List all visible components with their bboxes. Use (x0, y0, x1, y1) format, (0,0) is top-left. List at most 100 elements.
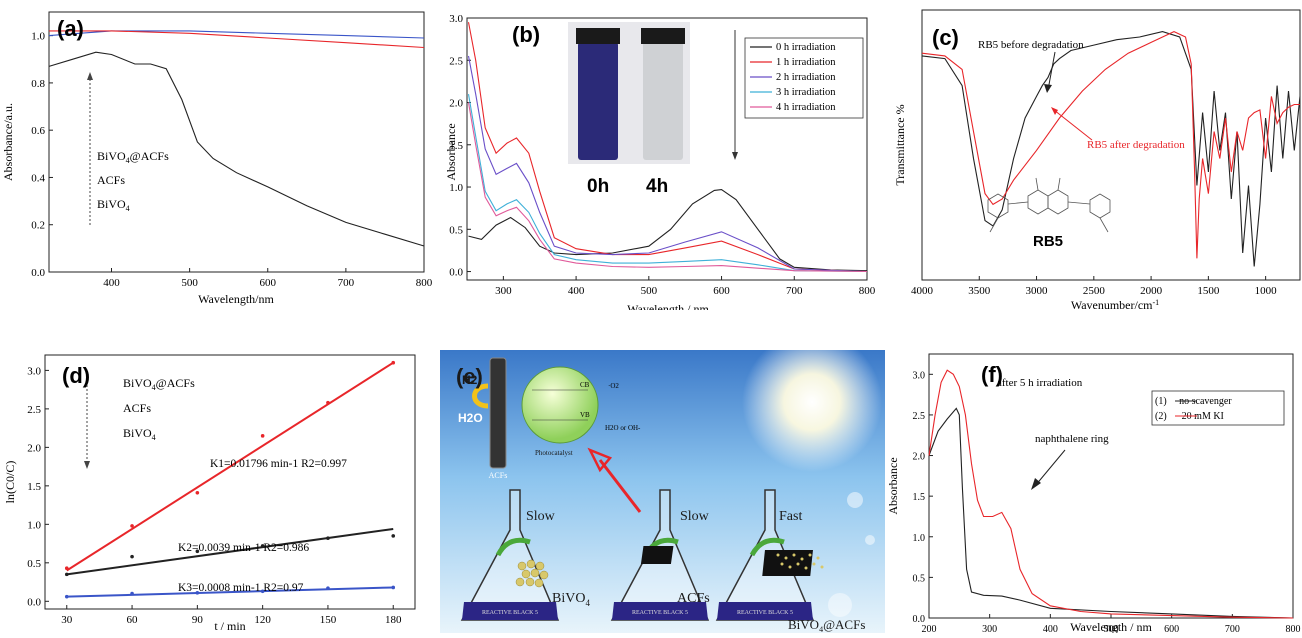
annotation-irradiation: after 5 h irradiation (997, 377, 1083, 389)
h2o-oh-label: H2O or OH- (605, 424, 641, 432)
legend-item: 3 h irradiation (776, 87, 836, 98)
acf-rod (489, 357, 507, 469)
legend-item-acfs: ACFs (123, 401, 151, 415)
light-arrowhead (587, 447, 613, 473)
legend-item-bivo4-acfs: BiVO4@ACFs (123, 376, 195, 392)
legend-item-bivo4: BiVO4 (97, 197, 130, 213)
panel-label: (d) (62, 363, 90, 388)
series-bivo4-point (64, 594, 69, 599)
y-tick-label: 2.0 (27, 442, 41, 454)
annotation-before-arrow (1047, 51, 1056, 91)
chart-d: 30 60 90 120 150 180 0.0 0.5 1.0 1.5 2.0 2.5 3.0 (d)… (3, 354, 416, 633)
x-tick-label: 90 (192, 614, 204, 626)
series-bivo4-line (48, 51, 425, 247)
bivo4-particles (515, 559, 549, 588)
x-tick-label: 700 (1225, 624, 1240, 633)
light-arrow (598, 459, 642, 513)
series-rb5-before-degradation-line (921, 31, 1301, 267)
series-4-h-irradiation-line (467, 102, 868, 273)
panel-f: 200 300 400 500 600 700 800 0.0 0.5 1.0 1.5 2.0 2.5 3… (885, 350, 1302, 635)
series-bivo4-point (260, 589, 265, 594)
flask-1-label: REACTIVE BLACK 5 (482, 610, 538, 616)
annotation-arrowhead (1031, 478, 1041, 490)
panel-c: 4000 3500 3000 2500 2000 1500 1000 (c) RB5 bef… (880, 0, 1302, 315)
series-bivo4-point (195, 591, 200, 595)
y-tick-label: 1.5 (27, 481, 41, 493)
y-tick-label: 3.0 (449, 13, 463, 25)
plot-frame (48, 11, 425, 273)
x-tick-label: 3000 (1026, 285, 1049, 297)
bubble (828, 593, 852, 617)
plot-frame (466, 17, 868, 281)
x-tick-label: 2500 (1083, 285, 1106, 297)
y-tick-label: 0.0 (31, 267, 45, 279)
equation-k2: K2=0.0039 min-1 R2=0.986 (178, 542, 309, 554)
x-tick-label: 700 (786, 285, 803, 297)
y-tick-label: 2.0 (449, 98, 463, 110)
speed-label-3: Fast (779, 509, 802, 524)
series-acfs-point (195, 549, 200, 554)
series-1-h-irradiation-line (467, 22, 868, 273)
x-tick-label: 500 (1104, 624, 1119, 633)
x-tick-label: 300 (495, 285, 512, 297)
legend-item: 2 h irradiation (776, 72, 836, 83)
photo-label-4h: 4h (646, 176, 668, 197)
y-tick-label: 1.0 (449, 182, 463, 194)
series-acfs-point (130, 554, 134, 559)
series-0-h-irradiation-line (468, 189, 868, 272)
equation-k3: K3=0.0008 min-1 R2=0.97 (178, 582, 304, 594)
bubble (865, 535, 875, 545)
series-3-h-irradiation-line (467, 94, 868, 273)
x-tick-label: 500 (181, 277, 198, 289)
x-tick-label: 600 (260, 277, 277, 289)
annotation-after-arrow (1053, 109, 1093, 141)
series-20-mm-ki-line (928, 369, 1294, 619)
x-tick-label: 150 (320, 614, 337, 626)
material-label-1: BiVO4 (552, 591, 590, 608)
series-acfs-line (49, 30, 425, 49)
x-tick-label: 2000 (1140, 285, 1163, 297)
h2o-label: H2O (458, 411, 483, 425)
series-bivo4-fit-line (66, 586, 394, 598)
y-tick-label: 2.5 (913, 411, 926, 422)
panel-a: 400 500 600 700 800 0.0 0.2 0.4 0.6 0.8 1.0 (a) Wa… (0, 0, 440, 310)
panel-label: (f) (981, 362, 1003, 387)
legend-box (1151, 390, 1285, 426)
x-tick-label: 1000 (1255, 285, 1278, 297)
time-arrowhead (732, 152, 738, 160)
series-bivo4-acfs-fit-line (66, 361, 394, 572)
series-bivo4-acfs-point (130, 524, 134, 528)
panel-b: 300 400 500 600 700 800 0.0 0.5 1.0 1.5 2.0 2.5 3.0 … (440, 0, 880, 316)
series-bivo4-acfs-point (260, 434, 265, 438)
y-tick-label: 1.5 (913, 492, 926, 503)
series-acfs-point (64, 572, 69, 577)
photo-label-0h: 0h (587, 176, 609, 197)
annotation-naphthalene: naphthalene ring (1035, 433, 1109, 445)
x-tick-label: 400 (1043, 624, 1058, 633)
y-axis-label: Absorbance (886, 457, 900, 514)
x-tick-label: 600 (1164, 624, 1179, 633)
yellow-cycle-arrow (472, 383, 489, 409)
legend-item: 4 h irradiation (776, 102, 836, 113)
legend-item-bivo4: BiVO4 (123, 426, 156, 442)
vial-photo (568, 22, 690, 164)
x-tick-label: 120 (254, 614, 271, 626)
panel-d: 30 60 90 120 150 180 0.0 0.5 1.0 1.5 2.0 2.5 3.0 (d)… (0, 345, 440, 633)
y-tick-label: 0.0 (449, 267, 463, 279)
scheme-e: ACFs H2 H2O CB VB Photocatalyst ·O2 H2O … (440, 350, 885, 633)
x-tick-label: 200 (922, 624, 937, 633)
cb-label: CB (580, 381, 590, 389)
chart-f: 200 300 400 500 600 700 800 0.0 0.5 1.0 1.5 2.0 2.5 3… (886, 353, 1301, 635)
green-arrow-1 (495, 537, 531, 557)
chart-c: 4000 3500 3000 2500 2000 1500 1000 (c) RB5 bef… (893, 9, 1301, 312)
series-bivo4-acfs-line (48, 30, 425, 39)
y-axis-label: Absorbance/a.u. (1, 103, 15, 181)
annotation-before-arrowhead (1044, 84, 1052, 93)
chart-a: 400 500 600 700 800 0.0 0.2 0.4 0.6 0.8 1.0 (a) Wa… (1, 11, 433, 306)
acf-rod-label: ACFs (489, 471, 508, 480)
x-tick-label: 800 (859, 285, 876, 297)
rb5-molecule-structure (987, 177, 1111, 233)
y-tick-label: 0.6 (31, 125, 45, 137)
plot-frame (921, 9, 1301, 281)
legend-item: 1 h irradiation (776, 57, 836, 68)
